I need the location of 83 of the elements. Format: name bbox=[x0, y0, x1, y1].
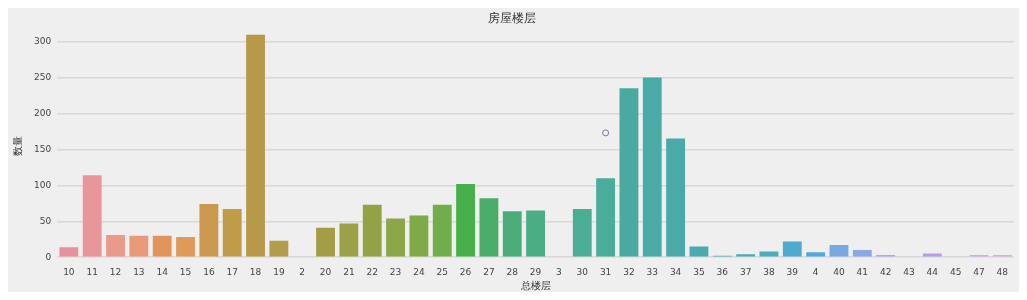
x-tick-label: 31 bbox=[599, 266, 612, 277]
x-tick-label: 3 bbox=[556, 266, 562, 277]
x-tick-label: 17 bbox=[226, 266, 238, 277]
chart-title: 房屋楼层 bbox=[487, 11, 536, 26]
x-tick-label: 37 bbox=[739, 266, 752, 277]
bar bbox=[152, 235, 172, 257]
bar bbox=[526, 210, 546, 257]
bar bbox=[82, 175, 102, 257]
bar bbox=[386, 218, 405, 257]
x-tick-label: 43 bbox=[903, 266, 915, 277]
x-tick-label: 41 bbox=[856, 266, 869, 277]
x-tick-label: 2 bbox=[299, 266, 306, 277]
x-tick-label: 20 bbox=[319, 266, 332, 277]
x-tick-label: 21 bbox=[343, 266, 355, 277]
bar bbox=[339, 223, 359, 257]
bar bbox=[59, 247, 79, 257]
y-tick-label: 100 bbox=[33, 179, 52, 190]
y-tick-label: 300 bbox=[33, 35, 52, 46]
bar bbox=[619, 88, 639, 257]
x-tick-label: 30 bbox=[576, 266, 589, 277]
x-tick-label: 11 bbox=[86, 266, 98, 277]
bar bbox=[409, 215, 429, 257]
x-tick-label: 44 bbox=[926, 266, 939, 277]
x-tick-label: 10 bbox=[63, 266, 75, 277]
bar bbox=[852, 250, 872, 257]
x-tick-label: 45 bbox=[949, 266, 962, 277]
x-tick-label: 19 bbox=[273, 266, 285, 277]
bar bbox=[456, 183, 475, 257]
bar bbox=[596, 178, 616, 257]
x-tick-label: 22 bbox=[366, 266, 378, 277]
bar bbox=[642, 77, 662, 257]
bar bbox=[736, 254, 756, 257]
bar bbox=[829, 244, 849, 257]
bar bbox=[222, 209, 242, 257]
bar bbox=[176, 237, 195, 257]
x-tick-label: 42 bbox=[879, 266, 892, 277]
x-tick-label: 16 bbox=[203, 266, 215, 277]
x-tick-label: 25 bbox=[436, 266, 448, 277]
bar bbox=[129, 235, 149, 257]
y-tick-label: 200 bbox=[33, 107, 52, 118]
y-tick-label: 150 bbox=[33, 143, 52, 154]
x-tick-label: 15 bbox=[179, 266, 192, 277]
x-tick-label: 36 bbox=[716, 266, 729, 277]
bar bbox=[666, 138, 686, 257]
x-tick-label: 13 bbox=[133, 266, 145, 277]
x-tick-label: 40 bbox=[833, 266, 845, 277]
x-tick-label: 34 bbox=[669, 266, 682, 277]
x-tick-label: 14 bbox=[156, 266, 169, 277]
x-tick-label: 48 bbox=[996, 266, 1009, 277]
bar bbox=[759, 251, 779, 257]
y-tick-label: 0 bbox=[45, 251, 52, 262]
x-tick-label: 33 bbox=[646, 266, 658, 277]
bar bbox=[316, 227, 335, 257]
x-tick-label: 47 bbox=[973, 266, 985, 277]
y-axis-title: 数量 bbox=[11, 135, 23, 156]
x-tick-label: 28 bbox=[506, 266, 519, 277]
bar bbox=[502, 211, 522, 257]
x-tick-label: 27 bbox=[483, 266, 495, 277]
bar bbox=[689, 246, 709, 257]
x-tick-label: 12 bbox=[109, 266, 122, 277]
x-tick-label: 24 bbox=[413, 266, 425, 277]
x-axis-title: 总楼层 bbox=[519, 279, 551, 291]
bar bbox=[432, 204, 452, 257]
x-tick-label: 23 bbox=[389, 266, 402, 277]
bar bbox=[479, 198, 499, 257]
bar bbox=[806, 252, 826, 257]
x-tick-label: 4 bbox=[812, 266, 819, 277]
x-tick-label: 35 bbox=[693, 266, 705, 277]
x-tick-label: 32 bbox=[623, 266, 635, 277]
bar bbox=[572, 209, 592, 257]
x-tick-label: 29 bbox=[529, 266, 542, 277]
bar bbox=[269, 240, 289, 257]
bar bbox=[199, 204, 219, 257]
y-tick-label: 50 bbox=[39, 215, 52, 226]
x-tick-label: 38 bbox=[763, 266, 775, 277]
bar bbox=[782, 241, 802, 257]
bar bbox=[246, 34, 265, 257]
x-tick-label: 26 bbox=[459, 266, 472, 277]
bar bbox=[362, 204, 382, 257]
bar bbox=[106, 234, 125, 257]
y-tick-label: 250 bbox=[33, 71, 52, 82]
x-tick-label: 39 bbox=[786, 266, 799, 277]
x-tick-label: 18 bbox=[249, 266, 262, 277]
